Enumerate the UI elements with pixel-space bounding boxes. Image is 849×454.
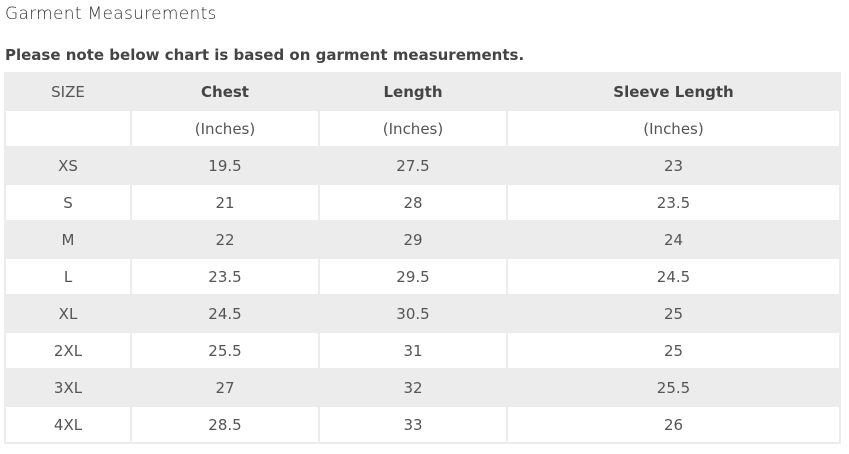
measurement-cell: 28.5 — [130, 405, 320, 444]
measurement-cell: 21 — [130, 183, 320, 222]
size-cell: 4XL — [4, 405, 132, 444]
measurement-cell: 25 — [506, 331, 841, 370]
size-cell: M — [4, 220, 132, 259]
table-row: 2XL 25.5 31 25 — [4, 331, 841, 370]
measurement-cell: 30.5 — [318, 294, 508, 333]
measurement-cell: 26 — [506, 405, 841, 444]
size-cell: 2XL — [4, 331, 132, 370]
measurement-cell: 24.5 — [506, 257, 841, 296]
measurement-cell: 23.5 — [506, 183, 841, 222]
measurement-cell: 33 — [318, 405, 508, 444]
table-row: 4XL 28.5 33 26 — [4, 405, 841, 444]
unit-cell: (Inches) — [506, 109, 841, 148]
measurement-cell: 25.5 — [130, 331, 320, 370]
measurement-cell: 25.5 — [506, 368, 841, 407]
measurement-cell: 24 — [506, 220, 841, 259]
measurement-cell: 29.5 — [318, 257, 508, 296]
table-row: L 23.5 29.5 24.5 — [4, 257, 841, 296]
unit-cell: (Inches) — [130, 109, 320, 148]
size-cell: S — [4, 183, 132, 222]
measurement-cell: 19.5 — [130, 146, 320, 185]
size-cell: 3XL — [4, 368, 132, 407]
table-row: XS 19.5 27.5 23 — [4, 146, 841, 185]
unit-cell — [4, 109, 132, 148]
measurement-cell: 24.5 — [130, 294, 320, 333]
table-row: XL 24.5 30.5 25 — [4, 294, 841, 333]
page-title: Garment Measurements — [5, 4, 217, 24]
table-row: S 21 28 23.5 — [4, 183, 841, 222]
size-cell: L — [4, 257, 132, 296]
measurement-cell: 22 — [130, 220, 320, 259]
measurement-cell: 23.5 — [130, 257, 320, 296]
measurement-cell: 23 — [506, 146, 841, 185]
table-row: 3XL 27 32 25.5 — [4, 368, 841, 407]
header-sleeve-length: Sleeve Length — [506, 72, 841, 111]
units-row: (Inches) (Inches) (Inches) — [4, 109, 841, 148]
measurement-cell: 31 — [318, 331, 508, 370]
unit-cell: (Inches) — [318, 109, 508, 148]
size-chart-table: SIZE Chest Length Sleeve Length (Inches)… — [4, 72, 841, 444]
header-row: SIZE Chest Length Sleeve Length — [4, 72, 841, 111]
table-row: M 22 29 24 — [4, 220, 841, 259]
header-chest: Chest — [130, 72, 320, 111]
measurement-cell: 32 — [318, 368, 508, 407]
measurement-cell: 27 — [130, 368, 320, 407]
measurement-cell: 29 — [318, 220, 508, 259]
size-cell: XS — [4, 146, 132, 185]
header-length: Length — [318, 72, 508, 111]
measurement-cell: 25 — [506, 294, 841, 333]
measurement-cell: 28 — [318, 183, 508, 222]
note: Please note below chart is based on garm… — [5, 46, 525, 64]
measurement-cell: 27.5 — [318, 146, 508, 185]
header-size: SIZE — [4, 72, 132, 111]
size-cell: XL — [4, 294, 132, 333]
